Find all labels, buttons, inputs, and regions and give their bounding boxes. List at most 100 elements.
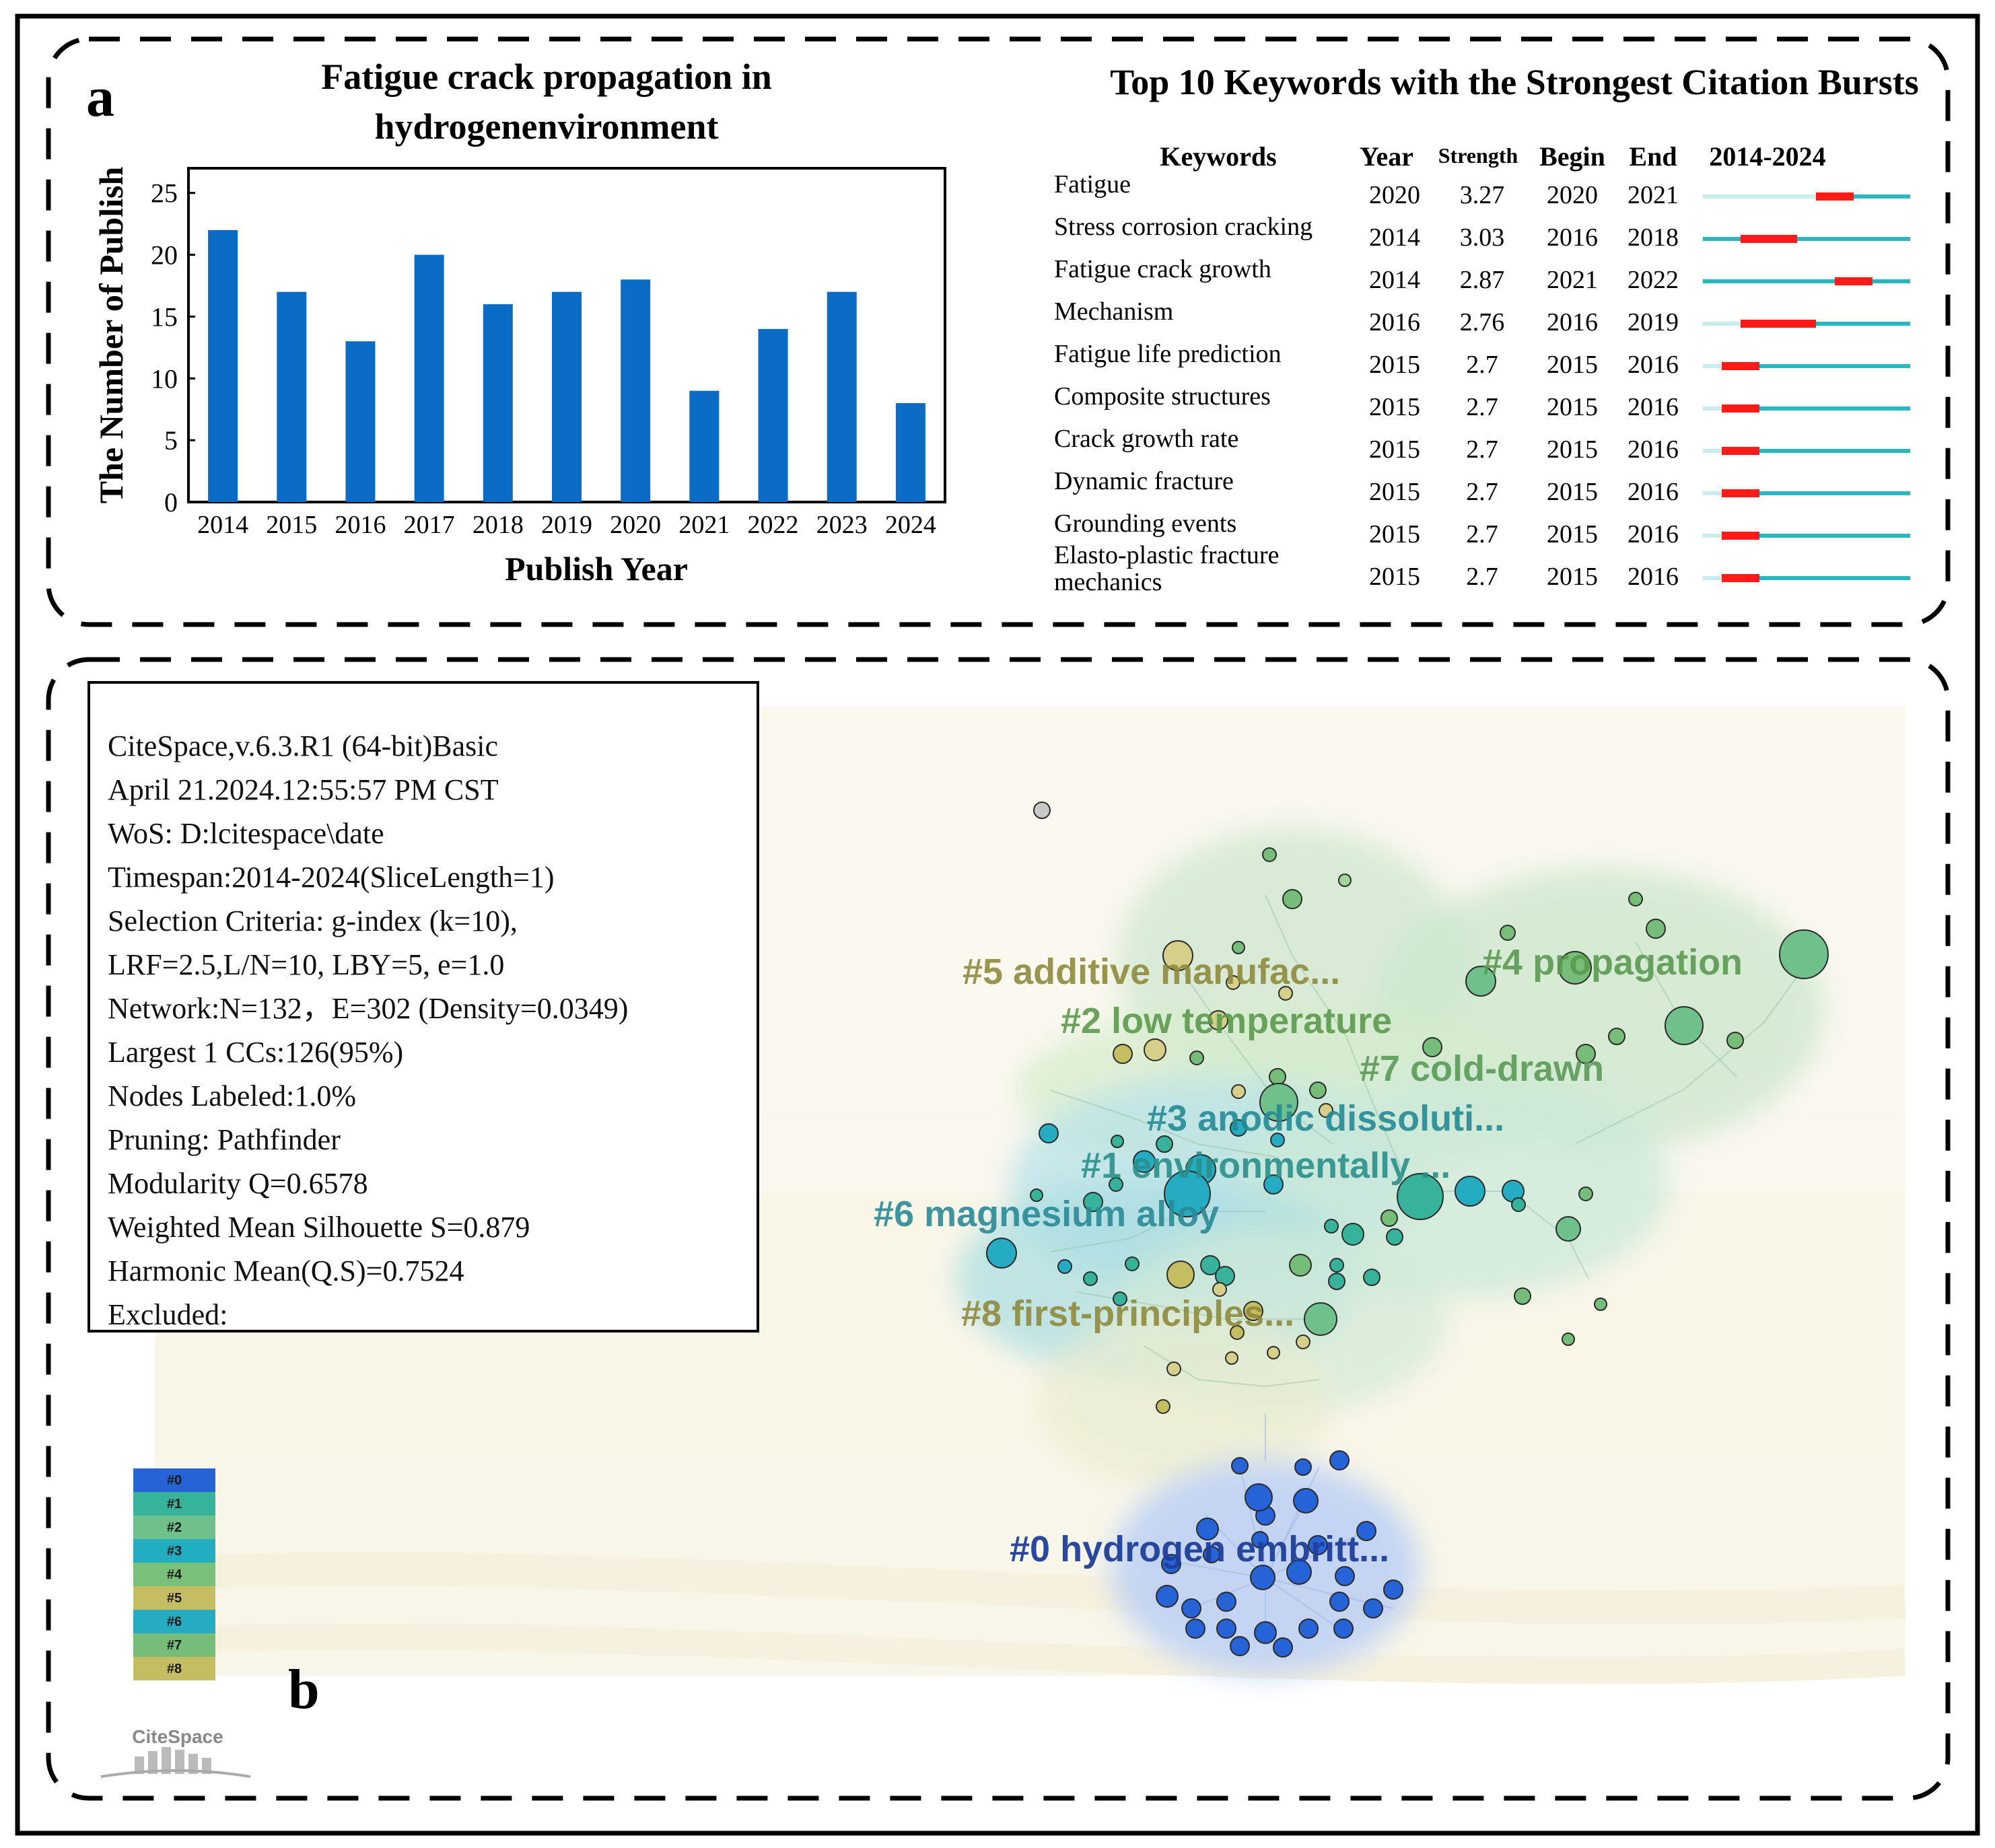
- network-node: [1185, 1619, 1205, 1639]
- network-node: [1576, 1044, 1596, 1064]
- network-node: [1380, 1209, 1398, 1227]
- network-node: [1304, 1302, 1337, 1336]
- network-node: [1397, 1173, 1444, 1220]
- bar-chart-y-axis-label: The Number of Publish: [92, 167, 130, 504]
- network-node: [1289, 1254, 1312, 1277]
- network-node: [1511, 1197, 1526, 1212]
- network-node: [1231, 1084, 1246, 1099]
- network-node: [1338, 874, 1352, 887]
- panel-a-label: a: [86, 66, 114, 129]
- network-node: [1113, 1044, 1133, 1064]
- burst-end: 2016: [1628, 520, 1679, 548]
- network-node: [1329, 1592, 1350, 1612]
- cluster-legend: #0 #1 #2 #3 #4 #5 #6 #7 #8: [133, 1468, 215, 1680]
- burst-keyword: Composite structures: [1054, 382, 1271, 411]
- network-node: [1196, 1518, 1219, 1540]
- burst-title: Top 10 Keywords with the Strongest Citat…: [1110, 62, 1919, 102]
- network-node: [1555, 1216, 1581, 1242]
- network-node: [1250, 1565, 1275, 1590]
- legend-label: #2: [167, 1520, 182, 1535]
- network-node: [1232, 941, 1245, 954]
- legend-swatch: [133, 1586, 215, 1610]
- network-node: [1328, 1273, 1345, 1290]
- info-line: WoS: D:lcitespace\date: [108, 817, 384, 850]
- network-node: [1164, 1170, 1211, 1217]
- network-node: [1608, 1028, 1625, 1045]
- network-node: [1144, 1038, 1166, 1061]
- legend-label: #4: [167, 1567, 182, 1582]
- legend-swatch: [133, 1633, 215, 1657]
- burst-keyword: Dynamic fracture: [1054, 467, 1234, 495]
- burst-year: 2014: [1369, 266, 1420, 294]
- x-tick-label: 2018: [473, 511, 524, 539]
- burst-keyword: Crack growth rate: [1054, 425, 1238, 453]
- burst-end: 2018: [1628, 223, 1679, 252]
- burst-header-strength: Strength: [1438, 143, 1518, 168]
- network-node: [1296, 1335, 1310, 1349]
- info-line: Selection Criteria: g-index (k=10),: [108, 904, 518, 937]
- x-tick-label: 2022: [748, 511, 799, 539]
- network-node: [1294, 1458, 1312, 1476]
- legend-swatch: [133, 1657, 215, 1680]
- burst-end: 2016: [1628, 563, 1679, 591]
- cluster-label-7: #7 cold-drawn: [1360, 1049, 1604, 1089]
- network-node: [1341, 1223, 1364, 1246]
- network-node: [1779, 929, 1829, 979]
- network-node: [1262, 847, 1277, 862]
- network-nodes: [986, 802, 1829, 1658]
- burst-year: 2015: [1369, 435, 1420, 464]
- burst-year: 2015: [1369, 563, 1420, 591]
- cluster-label-1: #1 environmentally ...: [1081, 1145, 1450, 1186]
- network-node: [1278, 986, 1293, 1001]
- y-tick-label: 0: [164, 487, 178, 518]
- burst-keyword: Fatigue life prediction: [1054, 340, 1282, 368]
- network-node: [1665, 1006, 1704, 1045]
- network-node: [1455, 1176, 1485, 1207]
- burst-keyword: Fatigue crack growth: [1054, 255, 1271, 283]
- info-line: Timespan:2014-2024(SliceLength=1): [108, 861, 555, 894]
- burst-strength: 2.76: [1460, 308, 1505, 336]
- bar-2024: [895, 403, 925, 502]
- network-node: [1200, 1255, 1220, 1275]
- x-tick-label: 2015: [266, 511, 317, 539]
- citespace-logo: CiteSpace: [100, 1726, 251, 1778]
- info-line: Nodes Labeled:1.0%: [108, 1079, 356, 1112]
- x-tick-label: 2024: [885, 511, 936, 539]
- burst-begin: 2015: [1547, 351, 1598, 379]
- network-node: [1726, 1032, 1744, 1049]
- network-node: [1109, 1177, 1123, 1192]
- burst-header-year: Year: [1360, 141, 1413, 172]
- network-node: [1465, 966, 1496, 997]
- cluster-label-3: #3 anodic dissoluti...: [1147, 1098, 1504, 1139]
- bar-2023: [827, 291, 857, 502]
- network-node: [1263, 1174, 1284, 1195]
- burst-strength: 2.7: [1466, 393, 1498, 421]
- network-node: [1646, 919, 1666, 939]
- burst-begin: 2015: [1547, 478, 1598, 506]
- network-node: [1133, 1150, 1156, 1173]
- network-node: [1628, 892, 1643, 907]
- network-node: [1386, 1228, 1403, 1246]
- burst-keyword: Fatigue: [1054, 170, 1131, 199]
- network-node: [1309, 1081, 1327, 1099]
- cluster-label-2: #2 low temperature: [1061, 1001, 1392, 1041]
- y-tick-label: 20: [151, 240, 178, 271]
- legend-swatch: [133, 1610, 215, 1633]
- network-node: [1269, 1068, 1286, 1086]
- burst-year: 2016: [1369, 308, 1420, 336]
- x-tick-label: 2014: [197, 511, 248, 539]
- legend-label: #0: [167, 1473, 182, 1488]
- network-node: [1243, 1301, 1263, 1321]
- burst-year: 2015: [1369, 478, 1420, 506]
- citespace-info-box: CiteSpace,v.6.3.R1 (64-bit)Basic April 2…: [88, 681, 759, 1332]
- burst-header-end: End: [1629, 141, 1677, 172]
- network-node: [1156, 1135, 1173, 1153]
- burst-year: 2015: [1369, 351, 1420, 379]
- legend-swatch: [133, 1563, 215, 1586]
- bar-chart-x-axis-label: Publish Year: [505, 550, 688, 588]
- bar-2020: [621, 279, 651, 502]
- network-node: [1030, 1188, 1043, 1202]
- legend-swatch: [133, 1492, 215, 1516]
- legend-label: #1: [167, 1497, 182, 1512]
- network-node: [1189, 1051, 1204, 1065]
